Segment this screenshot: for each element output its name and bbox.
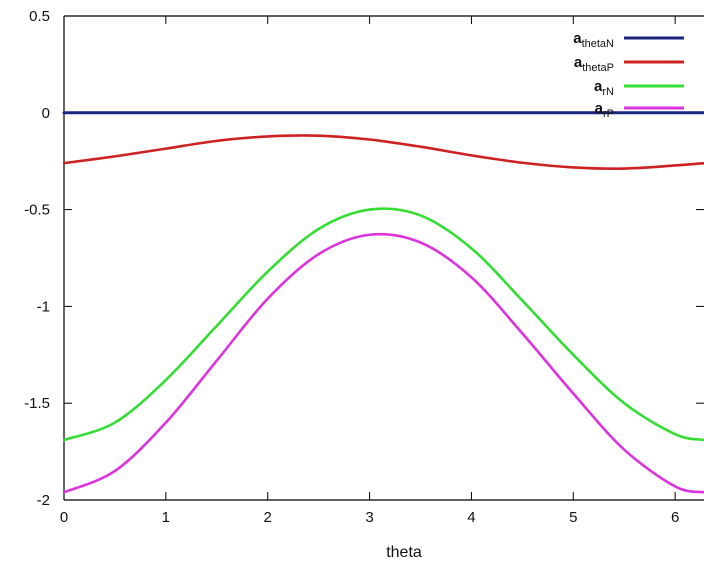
- y-tick-label: 0: [42, 105, 50, 122]
- plot-frame: [63, 15, 704, 501]
- series-line-arN: [62, 207, 704, 442]
- y-tick-label: -0.5: [24, 202, 50, 219]
- legend-label-arP: arP: [595, 100, 614, 120]
- y-tick-label: -1: [37, 298, 50, 315]
- y-tick-label: 0.5: [29, 8, 50, 25]
- series-line-arP: [62, 232, 704, 494]
- x-tick-label: 1: [162, 509, 170, 526]
- x-tick-label: 6: [671, 509, 679, 526]
- x-tick-label: 5: [569, 509, 577, 526]
- y-tick-label: -1.5: [24, 395, 50, 412]
- series-lines: [62, 111, 704, 494]
- legend-label-arN: arN: [594, 78, 614, 98]
- y-axis-ticks: 0.5 0 -0.5 -1 -1.5 -2: [24, 8, 704, 509]
- series-line-athetaP: [62, 134, 704, 170]
- x-tick-label: 3: [365, 509, 373, 526]
- x-axis-label: theta: [386, 544, 422, 561]
- legend: athetaN athetaP arN arP: [573, 30, 684, 120]
- x-tick-label: 2: [264, 509, 272, 526]
- y-tick-label: -2: [37, 492, 50, 509]
- legend-label-athetaN: athetaN: [573, 30, 614, 50]
- legend-label-athetaP: athetaP: [574, 54, 614, 74]
- x-tick-label: 4: [467, 509, 475, 526]
- x-axis-ticks: 0 1 2 3 4 5 6: [60, 16, 679, 526]
- x-tick-label: 0: [60, 509, 68, 526]
